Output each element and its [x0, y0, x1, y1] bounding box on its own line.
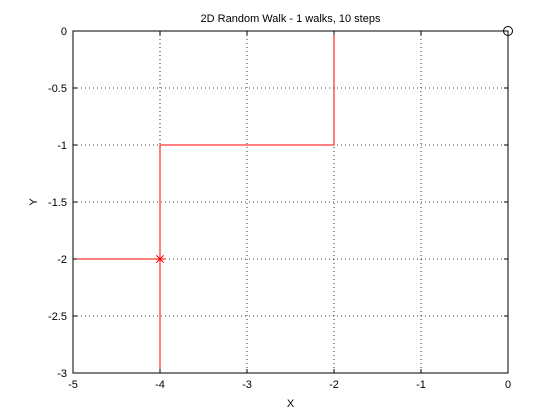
- end-marker-star: [155, 254, 165, 264]
- x-tick-label: 0: [505, 379, 511, 391]
- chart-title: 2D Random Walk - 1 walks, 10 steps: [201, 13, 381, 25]
- x-axis-label: X: [287, 398, 295, 410]
- ticks: -5 -4 -3 -2 -1 0 0 -0.5 -1 -1.5 -2 -2.5 -3: [48, 26, 511, 391]
- x-tick-label: -4: [155, 379, 165, 391]
- y-tick-label: -1: [57, 140, 67, 152]
- x-tick-label: -5: [68, 379, 78, 391]
- y-tick-label: 0: [61, 26, 67, 38]
- y-tick-label: -2: [57, 254, 67, 266]
- end-marker-stroke: [155, 254, 165, 264]
- x-tick-label: -3: [242, 379, 252, 391]
- y-axis-label: Y: [28, 198, 40, 206]
- x-tick-label: -1: [416, 379, 426, 391]
- y-tick-label: -3: [57, 368, 67, 380]
- y-tick-label: -0.5: [48, 83, 67, 95]
- y-tick-label: -1.5: [48, 197, 67, 209]
- x-tick-label: -2: [329, 379, 339, 391]
- y-tick-label: -2.5: [48, 311, 67, 323]
